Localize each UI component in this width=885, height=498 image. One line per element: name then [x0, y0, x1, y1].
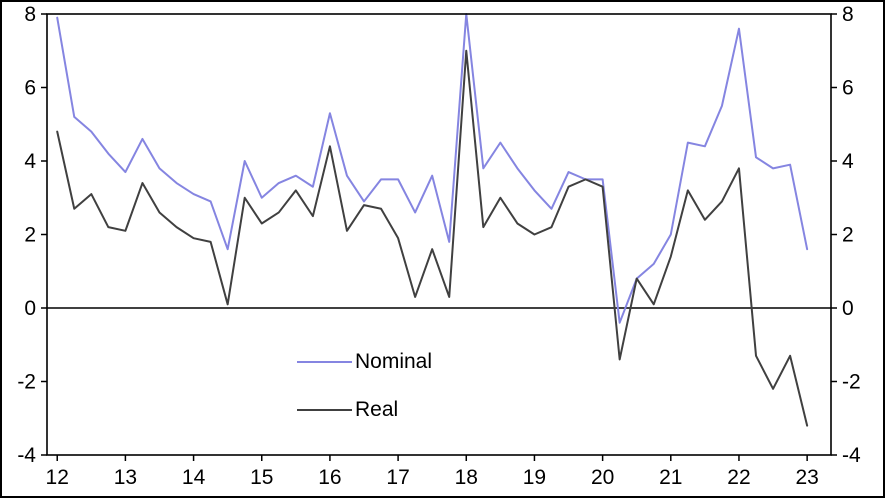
x-tick-label: 22 — [727, 466, 750, 489]
x-tick-label: 20 — [591, 466, 614, 489]
real-line-swatch — [297, 409, 352, 411]
x-axis: 12 13 14 15 16 17 18 19 20 21 22 23 — [46, 455, 819, 489]
y-tick-label: -4 — [17, 444, 36, 467]
x-tick-label: 14 — [182, 466, 206, 489]
y-tick-label: 8 — [842, 3, 854, 26]
y-tick-label: 4 — [842, 150, 854, 173]
x-tick-label: 18 — [455, 466, 478, 489]
x-tick-label: 16 — [318, 466, 341, 489]
y-axis-left: 8 6 4 2 0 -2 -4 — [17, 3, 47, 467]
nominal-series-line — [56, 13, 809, 324]
y-tick-label: 2 — [24, 224, 36, 247]
x-tick-label: 23 — [795, 466, 818, 489]
nominal-line-swatch — [297, 361, 352, 363]
legend-label-real: Real — [355, 398, 399, 421]
x-tick-label: 13 — [114, 466, 137, 489]
y-tick-label: -2 — [17, 371, 36, 394]
chart-legend: Nominal Real — [297, 350, 432, 446]
x-tick-label: 17 — [386, 466, 409, 489]
y-tick-label: 4 — [24, 150, 36, 173]
y-tick-label: 0 — [24, 297, 36, 320]
x-tick-label: 15 — [250, 466, 273, 489]
y-tick-label: 0 — [842, 297, 854, 320]
legend-item-nominal: Nominal — [297, 350, 432, 374]
x-tick-label: 12 — [46, 466, 69, 489]
x-tick-label: 19 — [523, 466, 546, 489]
x-tick-label: 21 — [659, 466, 682, 489]
y-tick-label: -4 — [842, 444, 861, 467]
legend-item-real: Real — [297, 398, 432, 422]
y-tick-label: 6 — [842, 77, 854, 100]
y-tick-label: 8 — [24, 3, 36, 26]
y-tick-label: 2 — [842, 224, 854, 247]
y-tick-label: -2 — [842, 371, 861, 394]
legend-label-nominal: Nominal — [355, 350, 433, 373]
y-tick-label: 6 — [24, 77, 36, 100]
plot-frame — [46, 13, 832, 456]
real-series-line — [56, 49, 809, 427]
y-axis-right: 8 6 4 2 0 -2 -4 — [831, 3, 861, 467]
